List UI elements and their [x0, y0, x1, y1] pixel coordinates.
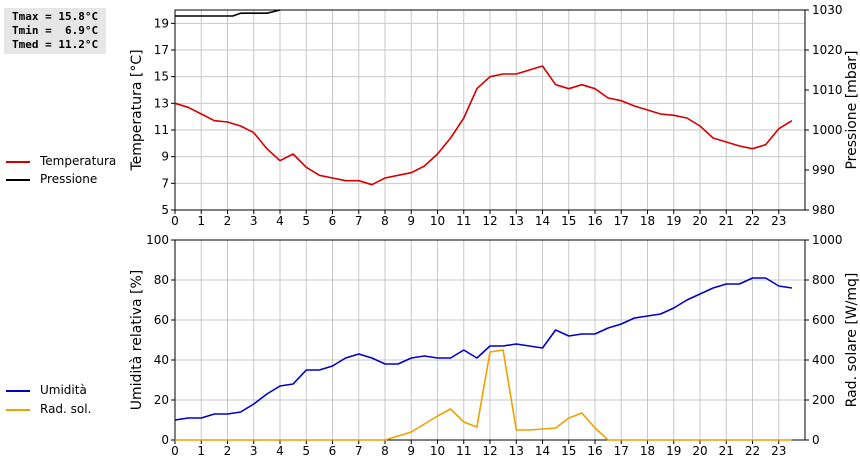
top-x-tick-label: 18 — [640, 214, 655, 228]
legend-swatch-umidita — [6, 390, 30, 392]
top-y-tick-label: 9 — [161, 150, 169, 164]
top-x-tick-label: 23 — [771, 214, 786, 228]
bottom-y-tick-label: 80 — [154, 273, 169, 287]
bottom-x-tick-label: 2 — [224, 444, 232, 458]
bottom-x-tick-label: 1 — [197, 444, 205, 458]
bottom-y-tick-label: 0 — [161, 433, 169, 447]
top-y-tick-label: 13 — [154, 96, 169, 110]
bottom-x-tick-label: 11 — [456, 444, 471, 458]
bottom-x-tick-label: 17 — [614, 444, 629, 458]
legend-label-pressione: Pressione — [40, 172, 98, 186]
top-y2-tick-label: 1020 — [812, 43, 843, 57]
top-x-tick-label: 19 — [666, 214, 681, 228]
top-x-tick-label: 5 — [302, 214, 310, 228]
top-y-tick-label: 7 — [161, 176, 169, 190]
series-line-pressione — [175, 9, 281, 17]
top-y-tick-label: 5 — [161, 203, 169, 217]
legend-label-umidita: Umidità — [40, 383, 87, 397]
bottom-y-tick-label: 40 — [154, 353, 169, 367]
bottom-x-tick-label: 0 — [171, 444, 179, 458]
top-x-tick-label: 10 — [430, 214, 445, 228]
stats-box: Tmax = 15.8°C Tmin = 6.9°C Tmed = 11.2°C — [4, 8, 106, 54]
top-x-tick-label: 8 — [381, 214, 389, 228]
top-y2-tick-label: 1030 — [812, 3, 843, 17]
bottom-x-tick-label: 23 — [771, 444, 786, 458]
bottom-ylabel: Umidità relativa [%] — [129, 270, 145, 411]
bottom-x-tick-label: 7 — [355, 444, 363, 458]
top-x-tick-label: 7 — [355, 214, 363, 228]
legend-label-radsol: Rad. sol. — [40, 402, 92, 416]
top-y2-tick-label: 990 — [812, 163, 835, 177]
bottom-plot-frame — [174, 239, 806, 441]
legend-swatch-pressione — [6, 179, 30, 181]
top-x-tick-label: 20 — [692, 214, 707, 228]
top-x-tick-label: 11 — [456, 214, 471, 228]
legend-swatch-radsol — [6, 409, 30, 411]
top-x-tick-label: 13 — [509, 214, 524, 228]
top-x-tick-label: 1 — [197, 214, 205, 228]
top-y2-tick-label: 1010 — [812, 83, 843, 97]
bottom-x-tick-label: 9 — [407, 444, 415, 458]
bottom-y-tick-label: 100 — [146, 233, 169, 247]
bottom-x-tick-label: 8 — [381, 444, 389, 458]
bottom-x-tick-label: 16 — [587, 444, 602, 458]
top-x-tick-label: 16 — [587, 214, 602, 228]
top-x-tick-label: 4 — [276, 214, 284, 228]
bottom-x-tick-label: 22 — [745, 444, 760, 458]
bottom-x-tick-label: 3 — [250, 444, 258, 458]
top-x-tick-label: 15 — [561, 214, 576, 228]
top-x-tick-label: 14 — [535, 214, 550, 228]
top-x-tick-label: 2 — [224, 214, 232, 228]
top-plot-frame — [174, 9, 806, 211]
bottom-y2-tick-label: 800 — [812, 273, 835, 287]
bottom-x-tick-label: 20 — [692, 444, 707, 458]
bottom-y2-tick-label: 400 — [812, 353, 835, 367]
bottom-y2-tick-label: 600 — [812, 313, 835, 327]
top-x-tick-label: 21 — [719, 214, 734, 228]
bottom-x-tick-label: 10 — [430, 444, 445, 458]
series-line-umidit — [174, 277, 793, 421]
bottom-x-tick-label: 14 — [535, 444, 550, 458]
top-x-tick-label: 3 — [250, 214, 258, 228]
bottom-x-tick-label: 19 — [666, 444, 681, 458]
legend-label-temperatura: Temperatura — [40, 154, 117, 168]
series-line-rad-sol — [175, 349, 792, 441]
top-y2-tick-label: 980 — [812, 203, 835, 217]
bottom-y2-tick-label: 200 — [812, 393, 835, 407]
top-y2-tick-label: 1000 — [812, 123, 843, 137]
tmed-text: Tmed = 11.2°C — [12, 38, 99, 51]
top-ylabel: Temperatura [°C] — [129, 49, 145, 171]
bottom-x-tick-label: 5 — [302, 444, 310, 458]
top-x-tick-label: 22 — [745, 214, 760, 228]
top-x-tick-label: 9 — [407, 214, 415, 228]
tmax-text: Tmax = 15.8°C — [12, 10, 99, 23]
bottom-x-tick-label: 6 — [329, 444, 337, 458]
top-x-tick-label: 17 — [614, 214, 629, 228]
bottom-y-tick-label: 60 — [154, 313, 169, 327]
bottom-x-tick-label: 4 — [276, 444, 284, 458]
top-y-tick-label: 15 — [154, 70, 169, 84]
bottom-y2-tick-label: 1000 — [812, 233, 843, 247]
top-y-tick-label: 19 — [154, 16, 169, 30]
bottom-x-tick-label: 13 — [509, 444, 524, 458]
legend-swatch-temperatura — [6, 161, 30, 163]
bottom-x-tick-label: 12 — [482, 444, 497, 458]
bottom-x-tick-label: 15 — [561, 444, 576, 458]
top-x-tick-label: 0 — [171, 214, 179, 228]
series-line-temperatura — [174, 65, 793, 186]
top-y-tick-label: 11 — [154, 123, 169, 137]
top-x-tick-label: 6 — [329, 214, 337, 228]
bottom-y-tick-label: 20 — [154, 393, 169, 407]
bottom-y2label: Rad. solare [W/mq] — [844, 273, 860, 408]
bottom-x-tick-label: 21 — [719, 444, 734, 458]
tmin-text: Tmin = 6.9°C — [12, 24, 99, 37]
bottom-x-tick-label: 18 — [640, 444, 655, 458]
top-y2label: Pressione [mbar] — [844, 50, 860, 169]
top-y-tick-label: 17 — [154, 43, 169, 57]
top-x-tick-label: 12 — [482, 214, 497, 228]
bottom-y2-tick-label: 0 — [812, 433, 820, 447]
